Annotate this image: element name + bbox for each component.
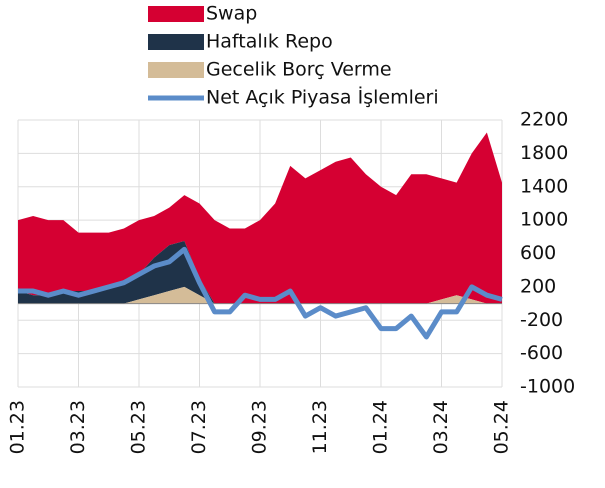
y-tick-label: 1000 [520, 209, 568, 231]
area [18, 132, 502, 304]
y-tick-label: -200 [520, 309, 563, 331]
legend-label: Gecelik Borç Verme [206, 59, 392, 81]
x-tick-label: 03.23 [67, 400, 89, 454]
y-tick-label: -600 [520, 342, 563, 364]
line [18, 246, 503, 340]
legend-label: Haftalık Repo [206, 31, 333, 53]
x-tick-label: 05.23 [128, 400, 150, 454]
y-tick-label: -1000 [520, 376, 575, 398]
legend-label: Net Açık Piyasa İşlemleri [206, 86, 439, 109]
x-tick-label: 05.24 [491, 400, 513, 454]
y-tick-label: 1400 [520, 175, 568, 197]
y-tick-label: 600 [520, 242, 556, 264]
x-tick-label: 07.23 [188, 400, 210, 454]
y-tick-label: 2200 [520, 109, 568, 131]
y-tick-label: 200 [520, 275, 556, 297]
y-tick-label: 1800 [520, 142, 568, 164]
x-tick-label: 01.23 [7, 400, 29, 454]
x-tick-label: 01.24 [370, 400, 392, 454]
x-tick-label: 11.23 [309, 400, 331, 454]
legend-swatch [148, 34, 204, 50]
x-tick-label: 09.23 [249, 400, 271, 454]
area [18, 286, 502, 304]
legend-swatch [148, 62, 204, 78]
area [18, 240, 502, 304]
legend-swatch [148, 6, 204, 22]
x-tick-label: 03.24 [430, 400, 452, 454]
legend-label: Swap [206, 3, 257, 25]
